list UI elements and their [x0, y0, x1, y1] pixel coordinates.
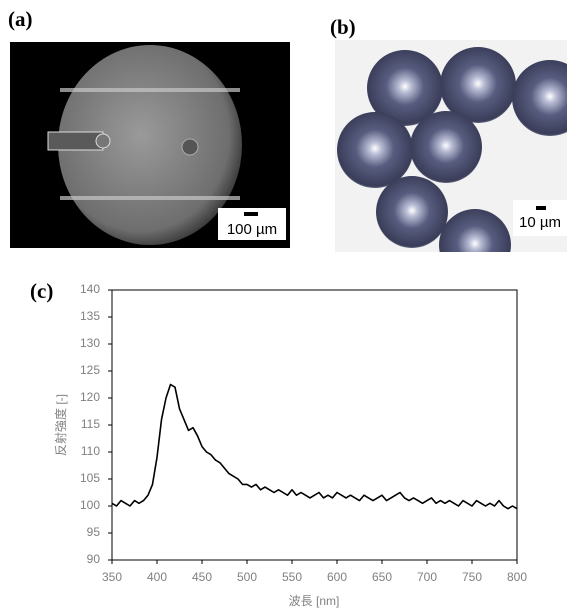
spectrum-line [111, 383, 518, 510]
y-tick-label: 105 [80, 471, 100, 485]
y-tick-label: 95 [87, 525, 101, 539]
panel-label: (a) [8, 7, 33, 31]
y-tick-label: 140 [80, 282, 100, 296]
x-tick-label: 750 [462, 570, 482, 584]
x-tick-label: 350 [102, 570, 122, 584]
y-axis-label: 反射強度 [-] [53, 394, 68, 456]
x-tick-label: 400 [147, 570, 167, 584]
x-tick-label: 450 [192, 570, 212, 584]
plot-frame [111, 289, 518, 561]
y-tick-label: 90 [87, 552, 101, 566]
scale-bar-label: 10 µm [519, 214, 561, 231]
y-tick-label: 130 [80, 336, 100, 350]
panel-label: (b) [330, 15, 356, 39]
x-axis-label: 波長 [nm] [289, 594, 340, 608]
y-tick-label: 120 [80, 390, 100, 404]
x-tick-label: 550 [282, 570, 302, 584]
scale-bar-label: 100 µm [227, 221, 277, 238]
panel-label: (c) [30, 279, 53, 303]
x-tick-label: 600 [327, 570, 347, 584]
y-tick-label: 110 [81, 444, 100, 458]
y-tick-label: 100 [80, 498, 100, 512]
x-tick-label: 800 [507, 570, 527, 584]
x-tick-label: 500 [237, 570, 257, 584]
y-tick-label: 115 [81, 417, 100, 431]
x-tick-label: 650 [372, 570, 392, 584]
x-tick-label: 700 [417, 570, 437, 584]
y-tick-label: 135 [80, 309, 100, 323]
micrograph-b: 10 µm [335, 40, 567, 252]
micrograph-a: 100 µm [10, 42, 290, 248]
y-tick-label: 125 [80, 363, 100, 377]
